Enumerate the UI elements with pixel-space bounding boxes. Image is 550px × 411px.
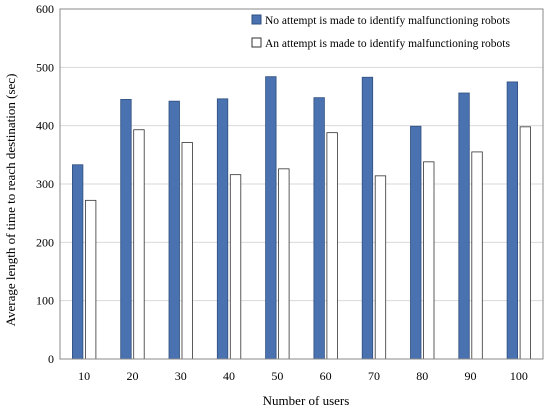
bar-series-1-10	[72, 164, 84, 360]
bar-series-1-30	[168, 100, 180, 360]
bar-series-2-40	[229, 174, 242, 360]
y-tick-label: 600	[36, 2, 54, 16]
bar-series-2-50	[278, 168, 290, 360]
legend-swatch-series-1	[251, 14, 262, 25]
bars	[72, 76, 531, 360]
bar-series-1-40	[216, 98, 229, 360]
y-tick-labels: 0 100 200 300 400 500 600	[36, 2, 54, 366]
x-tick-label: 30	[175, 369, 187, 383]
y-axis-title: Average length of time to reach destinat…	[3, 74, 18, 327]
y-tick-label: 200	[36, 235, 54, 249]
y-tick-label: 500	[36, 60, 54, 74]
x-axis-title: Number of users	[263, 393, 350, 408]
x-tick-label: 10	[78, 369, 90, 383]
legend: No attempt is made to identify malfuncti…	[251, 14, 510, 50]
bar-series-1-20	[120, 99, 132, 360]
bar-series-2-80	[423, 161, 435, 360]
bar-series-2-60	[326, 132, 338, 360]
bar-series-1-70	[361, 76, 374, 360]
x-tick-label: 90	[465, 369, 477, 383]
x-tick-labels: 10 20 30 40 50 60 70 80 90 100	[78, 369, 528, 383]
gridlines	[60, 66, 543, 302]
legend-label-series-1: No attempt is made to identify malfuncti…	[265, 15, 510, 27]
x-tick-label: 40	[223, 369, 235, 383]
x-tick-label: 60	[320, 369, 332, 383]
y-tick-label: 400	[36, 119, 54, 133]
bar-series-1-80	[410, 125, 422, 360]
bar-series-1-50	[265, 76, 277, 360]
bar-series-2-100	[519, 126, 531, 360]
x-tick-label: 20	[126, 369, 138, 383]
bar-series-2-70	[374, 175, 387, 360]
y-tick-label: 100	[36, 294, 54, 308]
bar-series-2-30	[181, 142, 193, 360]
bar-series-1-90	[458, 92, 470, 360]
legend-label-series-2: An attempt is made to identify malfuncti…	[265, 38, 510, 50]
y-tick-label: 300	[36, 177, 54, 191]
x-tick-label: 50	[271, 369, 283, 383]
bar-series-1-60	[313, 97, 325, 360]
legend-swatch-series-2	[251, 37, 262, 48]
y-tick-label: 0	[48, 352, 54, 366]
x-tick-label: 80	[416, 369, 428, 383]
bar-series-2-20	[133, 129, 145, 360]
x-tick-label: 70	[368, 369, 380, 383]
bar-series-2-10	[85, 199, 97, 360]
bar-series-1-100	[506, 81, 519, 360]
plot-frame	[59, 8, 544, 360]
bar-series-2-90	[471, 151, 483, 360]
x-tick-label: 100	[510, 369, 528, 383]
